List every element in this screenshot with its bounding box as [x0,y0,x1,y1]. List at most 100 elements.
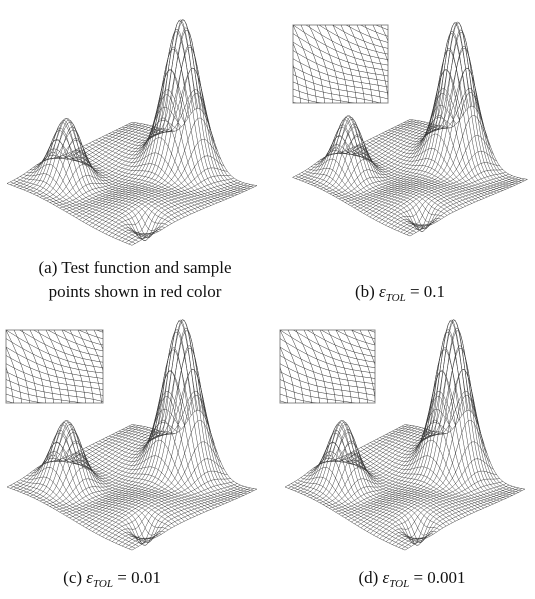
inset-line [6,346,22,403]
inset-line [327,330,352,403]
wire-line [49,432,175,527]
wire-line [56,149,182,219]
wire-line [373,458,494,536]
wire-line [79,327,205,525]
inset-line [332,25,388,49]
inset-line [93,330,103,351]
wire-line [36,428,162,500]
wire-line [298,173,417,233]
wire-line [98,458,225,536]
wire-line [82,44,208,222]
inset-line [280,400,289,403]
inset-line [319,330,344,403]
wire-line [313,430,434,543]
inset-line [77,330,102,403]
wire-line [409,179,528,237]
wire-line [33,139,159,241]
inset-line [62,330,103,346]
inset-line [53,330,78,403]
wire-line [304,170,423,230]
inset-line [348,25,373,103]
wire-line [378,150,497,223]
inset-box [5,329,104,404]
wire-line [23,173,149,237]
inset-mesh [245,25,429,103]
wire-line [56,452,182,523]
wire-line [108,177,235,236]
wire-line [95,441,221,534]
inset-line [408,330,432,403]
inset-line [118,330,142,403]
inset-line [269,25,293,103]
inset-line [340,25,365,103]
wire-line [118,182,244,241]
wire-line [357,21,476,210]
surfaces [6,19,528,551]
wire-line [348,149,466,207]
wire-line [59,156,185,218]
wire-line [29,454,156,544]
wire-line [16,481,143,545]
wire-line [397,176,516,232]
inset-line [110,330,134,403]
wire-line [95,138,221,230]
inset-line [126,330,150,403]
wire-line [26,163,152,236]
inset-line [280,355,375,385]
inset-line [400,330,424,403]
inset-line [351,330,375,400]
inset-line [280,393,318,403]
inset-line [324,25,349,103]
wire-line [398,369,519,493]
wire-line [394,175,513,231]
wire-line [288,485,409,549]
wire-line [16,425,143,492]
wire-line [363,394,485,530]
inset-line [305,25,388,60]
wire-line [13,179,139,242]
wire-line [33,441,159,546]
inset-line [405,25,429,103]
wire-line [332,125,451,196]
inset-line [318,25,388,55]
inset-mesh [280,330,432,437]
wireframe [284,319,526,551]
wire-line [49,430,175,507]
inset-line [6,442,103,478]
wire-line [20,176,146,239]
inset-line [280,414,375,437]
inset-line [350,330,375,340]
caption-subscript: TOL [386,292,406,304]
caption-equation: = 0.01 [117,568,161,587]
inset-line [364,25,388,100]
inset-line [0,330,6,403]
inset-line [316,25,341,103]
inset-line [303,330,328,403]
inset-line [367,330,375,346]
inset-line [372,25,388,63]
wire-line [311,119,429,185]
caption-equation: = 0.001 [413,568,465,587]
wire-line [291,425,412,490]
inset-line [280,386,356,403]
inset-line [345,25,388,43]
inset-line [280,371,375,396]
wire-line [112,483,238,542]
inset-line [280,338,375,374]
caption-a: (a) Test function and sample [39,258,232,277]
wire-line [39,422,165,536]
wire-line [360,368,482,528]
wire-line [388,171,506,227]
wireframe [292,21,528,237]
inset-line [280,366,288,403]
wire-line [382,481,503,541]
wire-line [379,478,500,539]
inset-line [293,64,301,103]
inset-line [142,330,166,403]
wire-line [335,459,456,522]
wire-line [10,181,136,244]
caption-d: (d) εTOL = 0.001 [358,568,465,591]
inset-line [245,25,269,103]
inset-line [29,330,54,403]
wire-line [49,128,175,203]
